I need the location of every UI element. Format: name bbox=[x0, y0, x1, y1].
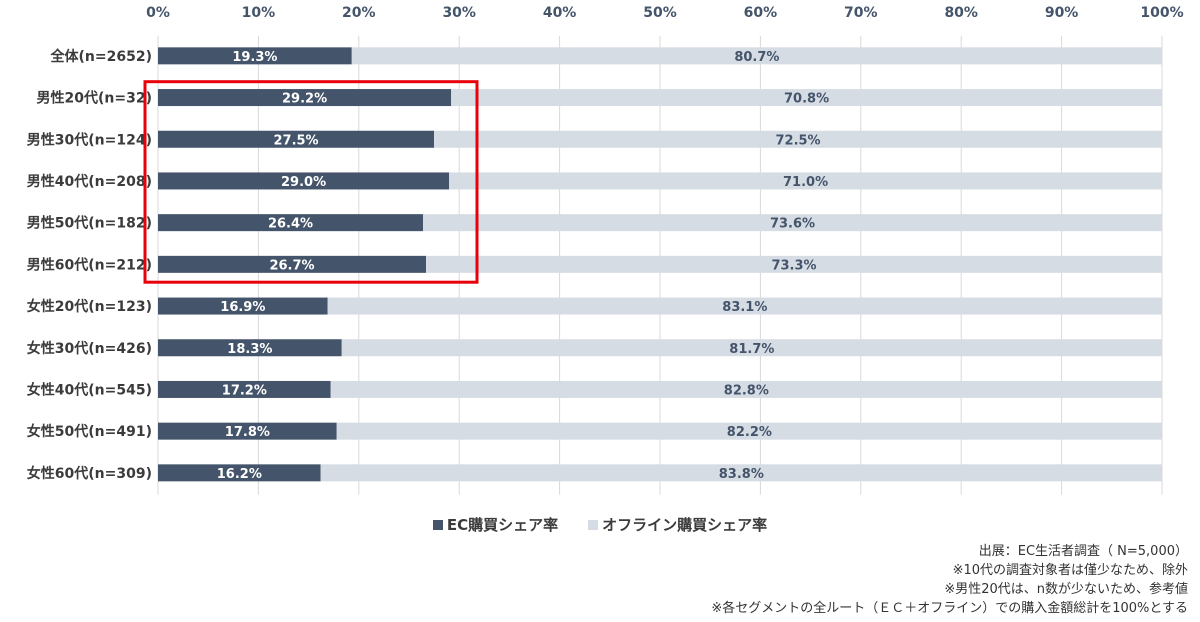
footnote-2: ※男性20代は、n数が少ないため、参考値 bbox=[944, 582, 1188, 597]
bar-ec bbox=[158, 130, 435, 148]
data-label-ec: 26.4% bbox=[268, 217, 313, 232]
category-label: 女性40代(n=545) bbox=[27, 381, 152, 398]
legend-label-ec: EC購買シェア率 bbox=[446, 516, 559, 534]
x-tick-label: 50% bbox=[643, 5, 677, 21]
bar-ec bbox=[158, 255, 427, 273]
category-label: 男性30代(n=124) bbox=[27, 131, 152, 148]
bar-ec bbox=[158, 47, 352, 65]
bar-ec bbox=[158, 214, 424, 232]
category-label: 女性60代(n=309) bbox=[27, 465, 152, 482]
data-label-offline: 82.2% bbox=[727, 425, 772, 440]
x-tick-label: 40% bbox=[543, 5, 577, 21]
legend-swatch-offline bbox=[588, 519, 599, 530]
data-label-offline: 82.8% bbox=[724, 383, 769, 398]
bar-offline bbox=[426, 255, 1162, 273]
x-tick-label: 10% bbox=[242, 5, 276, 21]
bar-offline bbox=[449, 172, 1162, 190]
category-label: 男性20代(n=32) bbox=[37, 90, 152, 107]
data-label-ec: 27.5% bbox=[273, 133, 318, 148]
bar-offline bbox=[327, 297, 1162, 315]
category-label: 全体(n=2652) bbox=[50, 48, 152, 65]
category-label: 女性30代(n=426) bbox=[27, 340, 152, 357]
x-tick-label: 70% bbox=[844, 5, 878, 21]
data-label-ec: 17.2% bbox=[222, 383, 267, 398]
bar-ec bbox=[158, 172, 450, 190]
x-tick-label: 0% bbox=[146, 5, 170, 21]
data-label-offline: 71.0% bbox=[783, 175, 828, 190]
bar-ec bbox=[158, 422, 337, 440]
category-label: 女性50代(n=491) bbox=[27, 423, 152, 440]
x-tick-label: 90% bbox=[1045, 5, 1079, 21]
data-label-offline: 73.6% bbox=[770, 217, 815, 232]
data-label-ec: 29.0% bbox=[281, 175, 326, 190]
data-label-offline: 70.8% bbox=[784, 92, 829, 107]
data-label-ec: 16.9% bbox=[220, 300, 265, 315]
bar-ec bbox=[158, 380, 331, 398]
legend-item-offline: オフライン購買シェア率 bbox=[588, 514, 767, 535]
legend-swatch-ec bbox=[432, 519, 443, 530]
data-label-offline: 83.1% bbox=[722, 300, 767, 315]
bar-ec bbox=[158, 339, 342, 357]
data-label-offline: 80.7% bbox=[734, 50, 779, 65]
legend-item-ec: EC購買シェア率 bbox=[432, 514, 559, 535]
data-label-offline: 73.3% bbox=[771, 258, 816, 273]
x-tick-label: 100% bbox=[1140, 5, 1183, 21]
category-label: 男性60代(n=212) bbox=[27, 256, 152, 273]
category-label: 男性40代(n=208) bbox=[27, 173, 152, 190]
category-label: 女性20代(n=123) bbox=[27, 298, 152, 315]
source-note: 出展：EC生活者調査（ N=5,000） bbox=[978, 544, 1188, 559]
x-tick-label: 60% bbox=[744, 5, 778, 21]
data-label-ec: 19.3% bbox=[232, 50, 277, 65]
stacked-bar-chart: 0% 10% 20% 30% 40% 50% 60% 70% 80% 90% 100% 全体(n=26… bbox=[27, 5, 1184, 495]
bar-offline bbox=[451, 89, 1163, 107]
x-tick-label: 20% bbox=[342, 5, 376, 21]
legend-label-offline: オフライン購買シェア率 bbox=[602, 516, 768, 534]
category-label: 男性50代(n=182) bbox=[27, 215, 152, 232]
data-label-ec: 29.2% bbox=[282, 92, 327, 107]
bar-offline bbox=[341, 339, 1162, 357]
bar-offline bbox=[351, 47, 1163, 65]
highlight-box bbox=[143, 80, 479, 284]
bar-ec bbox=[158, 297, 328, 315]
data-label-offline: 72.5% bbox=[775, 133, 820, 148]
data-label-ec: 16.2% bbox=[217, 467, 262, 482]
bar-ec bbox=[158, 464, 321, 482]
bar-offline bbox=[320, 464, 1162, 482]
footnotes: 出展：EC生活者調査（ N=5,000） ※10代の調査対象者は僅少なため、除外… bbox=[711, 542, 1188, 618]
data-label-ec: 18.3% bbox=[227, 342, 272, 357]
x-tick-label: 80% bbox=[944, 5, 978, 21]
bar-offline bbox=[423, 214, 1162, 232]
data-label-ec: 17.8% bbox=[225, 425, 270, 440]
data-label-offline: 81.7% bbox=[729, 342, 774, 357]
x-tick-label: 30% bbox=[442, 5, 476, 21]
bar-ec bbox=[158, 89, 452, 107]
footnote-3: ※各セグメントの全ルート（ＥＣ＋オフライン）での購入金額総計を100%とする bbox=[711, 601, 1188, 616]
bar-offline bbox=[336, 422, 1162, 440]
legend: EC購買シェア率 オフライン購買シェア率 bbox=[0, 514, 1200, 535]
data-label-ec: 26.7% bbox=[269, 258, 314, 273]
bar-offline bbox=[434, 130, 1163, 148]
data-label-offline: 83.8% bbox=[719, 467, 764, 482]
bar-offline bbox=[330, 380, 1162, 398]
footnote-1: ※10代の調査対象者は僅少なため、除外 bbox=[952, 563, 1188, 578]
